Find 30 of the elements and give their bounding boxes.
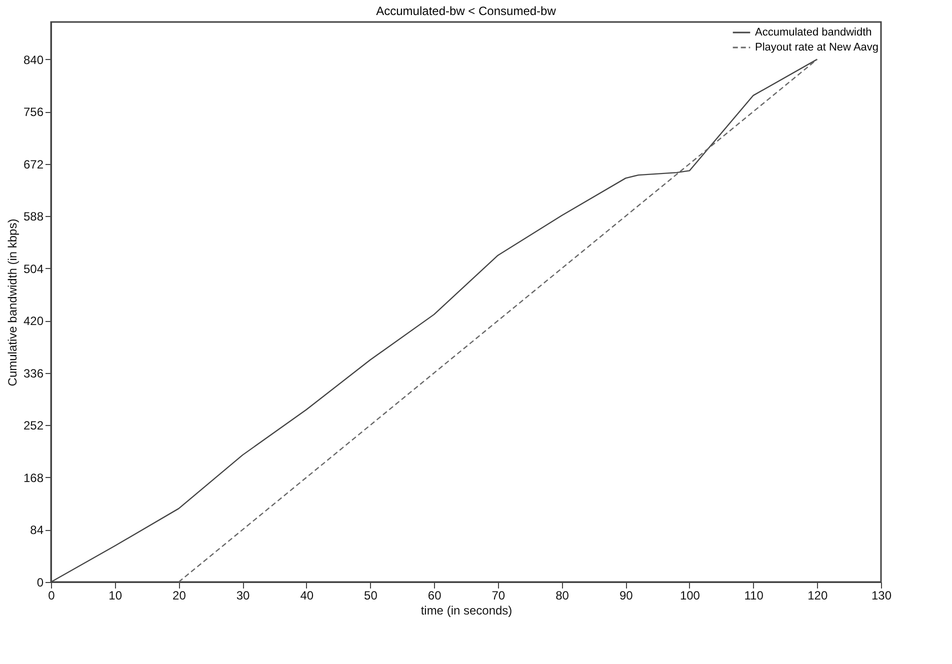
y-tick-label: 756: [23, 105, 44, 120]
chart-title: Accumulated-bw < Consumed-bw: [376, 4, 556, 18]
legend-label: Accumulated bandwidth: [755, 26, 872, 38]
x-tick-label: 110: [744, 588, 764, 602]
y-tick-label: 588: [23, 210, 44, 224]
x-tick-label: 80: [556, 588, 570, 602]
x-tick-label: 50: [364, 588, 378, 602]
x-tick-label: 120: [808, 588, 828, 602]
x-tick-label: 70: [492, 588, 506, 602]
x-tick-label: 90: [619, 588, 634, 602]
legend-label: Playout rate at New Aavg: [755, 42, 879, 54]
x-tick-label: 130: [871, 588, 892, 602]
x-tick-label: 20: [172, 588, 186, 602]
y-tick-label: 252: [23, 418, 44, 433]
x-axis-title: time (in seconds): [420, 604, 512, 618]
y-tick-label: 840: [23, 52, 44, 67]
x-tick-label: 0: [48, 588, 56, 602]
y-tick-label: 336: [23, 366, 44, 380]
y-tick-label: 84: [30, 523, 44, 538]
x-tick-label: 10: [108, 588, 122, 602]
x-tick-label: 60: [428, 588, 442, 602]
y-tick-label: 168: [23, 470, 44, 485]
y-tick-label: 672: [23, 157, 44, 172]
x-tick-label: 40: [300, 588, 314, 602]
x-tick-label: 30: [236, 588, 250, 602]
x-tick-label: 100: [680, 588, 700, 602]
y-tick-label: 0: [36, 576, 44, 590]
y-axis-title: Cumulative bandwidth (in kbps): [5, 218, 20, 386]
y-tick-label: 504: [23, 262, 44, 276]
y-tick-label: 420: [23, 314, 44, 328]
